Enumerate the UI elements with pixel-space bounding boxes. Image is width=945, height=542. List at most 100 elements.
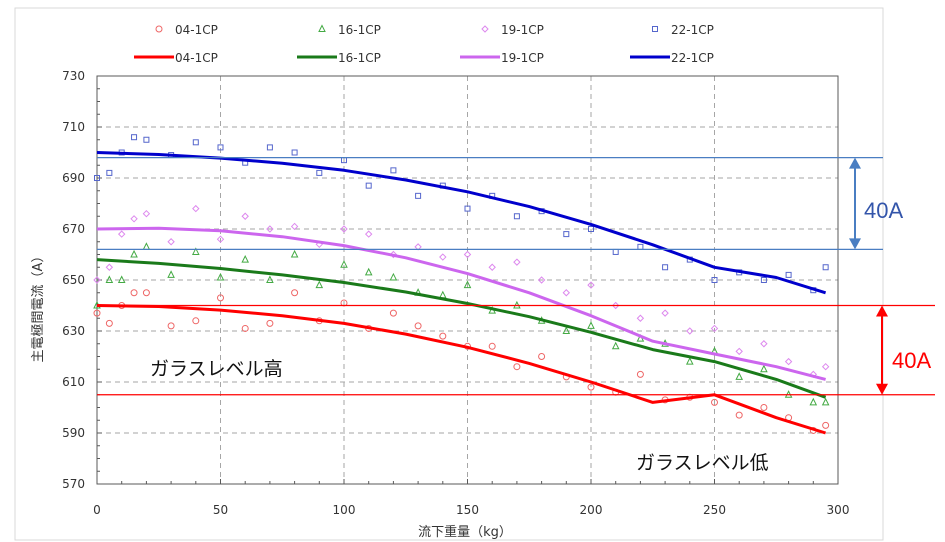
fit-line-19-1CP xyxy=(96,226,826,381)
data-point xyxy=(686,327,694,335)
data-point xyxy=(538,353,546,360)
legend-label: 04-1CP xyxy=(175,51,218,65)
data-point xyxy=(316,169,323,176)
legend-label: 19-1CP xyxy=(501,23,544,37)
data-point xyxy=(290,222,299,231)
data-point xyxy=(364,230,373,238)
y-tick-label: 590 xyxy=(62,426,85,440)
data-point xyxy=(513,213,520,220)
data-point xyxy=(785,271,792,278)
data-point xyxy=(439,253,447,261)
data-point xyxy=(463,250,472,259)
data-point xyxy=(464,205,471,212)
x-axis-label: 流下重量（kg） xyxy=(418,524,512,540)
data-point xyxy=(266,144,273,151)
arrow-blue-head-top xyxy=(849,157,861,169)
data-point xyxy=(809,397,818,406)
data-point xyxy=(760,364,768,373)
data-point xyxy=(192,204,200,213)
legend-marker xyxy=(318,24,326,32)
chart-area-border xyxy=(14,7,884,541)
legend-label: 04-1CP xyxy=(175,23,218,37)
data-point xyxy=(822,264,829,271)
legend-label: 16-1CP xyxy=(338,23,381,37)
data-point xyxy=(562,326,571,334)
grid xyxy=(97,76,838,484)
data-point xyxy=(167,322,175,330)
data-point xyxy=(216,235,225,243)
data-point xyxy=(106,169,113,176)
x-tick-label: 300 xyxy=(827,503,850,517)
data-point xyxy=(105,263,114,271)
data-point xyxy=(414,322,422,330)
data-point xyxy=(143,136,150,143)
data-point xyxy=(241,324,249,332)
data-point xyxy=(266,225,274,233)
data-point xyxy=(191,247,200,255)
data-point xyxy=(217,294,224,302)
scatter-series-19-1CP xyxy=(93,204,830,379)
data-point xyxy=(711,398,718,406)
data-point xyxy=(587,321,595,329)
data-point xyxy=(93,309,101,317)
data-point xyxy=(105,319,113,327)
x-tick-label: 50 xyxy=(213,503,228,517)
y-axis-label: 主電極間電流（A） xyxy=(30,250,46,363)
data-point xyxy=(587,383,595,391)
legend-label: 22-1CP xyxy=(671,23,714,37)
data-point xyxy=(216,272,225,281)
data-point xyxy=(662,264,669,271)
data-point xyxy=(389,309,397,317)
annotation-high: ガラスレベル高 xyxy=(150,358,283,380)
reference-lines xyxy=(97,157,935,396)
data-point xyxy=(488,263,496,271)
data-point xyxy=(415,192,422,199)
data-point xyxy=(537,276,546,284)
data-point xyxy=(291,149,298,156)
data-point xyxy=(562,289,571,297)
y-tick-label: 630 xyxy=(62,324,85,338)
data-point xyxy=(364,267,373,276)
data-point xyxy=(93,276,101,284)
y-tick-label: 730 xyxy=(62,69,85,83)
y-tick-label: 650 xyxy=(62,273,85,287)
data-point xyxy=(390,167,397,174)
data-point xyxy=(340,225,348,233)
ticks: 570 590 610 630 650 670 690 710 730 0 50 100 150 200 2… xyxy=(62,69,849,517)
data-point xyxy=(439,332,447,340)
data-point xyxy=(142,209,151,218)
data-point xyxy=(117,275,126,283)
legend-marker xyxy=(481,25,489,33)
data-point xyxy=(710,324,719,333)
x-tick-label: 150 xyxy=(456,503,479,517)
data-point xyxy=(587,281,595,289)
data-point xyxy=(266,275,274,283)
data-point xyxy=(822,421,830,429)
annotation-diff-red: 40A xyxy=(892,348,931,373)
data-point xyxy=(513,258,521,266)
data-point xyxy=(142,289,150,297)
data-point xyxy=(167,238,175,246)
legend-marker xyxy=(155,25,163,33)
arrow-red-head-bottom xyxy=(876,383,888,395)
data-point xyxy=(760,340,768,348)
data-point xyxy=(784,357,793,366)
data-point xyxy=(94,175,100,181)
legend-marker xyxy=(652,26,658,32)
data-point xyxy=(192,317,200,325)
x-tick-label: 100 xyxy=(333,503,356,517)
legend-label: 22-1CP xyxy=(671,51,714,65)
data-point xyxy=(389,272,398,281)
data-point xyxy=(130,215,138,223)
data-point xyxy=(291,289,299,297)
data-point xyxy=(588,226,594,232)
data-point xyxy=(821,362,830,371)
annotation-low: ガラスレベル低 xyxy=(636,452,769,474)
y-tick-label: 610 xyxy=(62,375,85,389)
data-point xyxy=(735,347,743,356)
data-point xyxy=(241,254,250,263)
x-tick-label: 0 xyxy=(93,503,101,517)
data-point xyxy=(488,342,496,350)
data-point xyxy=(513,363,521,371)
